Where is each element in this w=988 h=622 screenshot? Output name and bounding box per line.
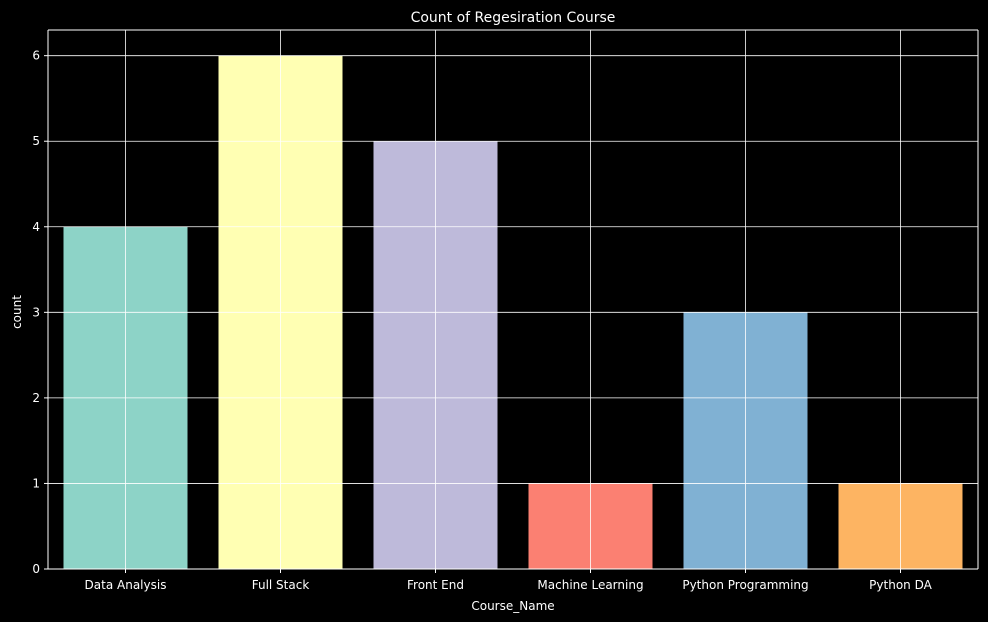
axes-layer: 0 1 2 3 4 5 6 Data Analysis Full Stack Front End M… [32, 29, 979, 592]
x-tick-label-2: Front End [407, 578, 464, 592]
x-tick-label-4: Python Programming [682, 578, 808, 592]
y-axis-label: count [10, 295, 24, 329]
x-axis-label: Course_Name [471, 599, 554, 613]
chart-title: Count of Regesiration Course [411, 10, 616, 26]
y-tick-label-1: 1 [32, 476, 40, 490]
x-tick-label-5: Python DA [869, 578, 932, 592]
y-tick-label-5: 5 [32, 134, 40, 148]
x-tick-label-3: Machine Learning [537, 578, 643, 592]
y-tick-label-6: 6 [32, 49, 40, 63]
y-tick-label-3: 3 [32, 305, 40, 319]
x-tick-label-0: Data Analysis [85, 578, 167, 592]
y-tick-label-2: 2 [32, 391, 40, 405]
y-tick-label-4: 4 [32, 220, 40, 234]
x-tick-label-1: Full Stack [252, 578, 310, 592]
y-tick-label-0: 0 [32, 562, 40, 576]
labels-layer: Count of Regesiration Course Course_Name… [10, 10, 615, 613]
